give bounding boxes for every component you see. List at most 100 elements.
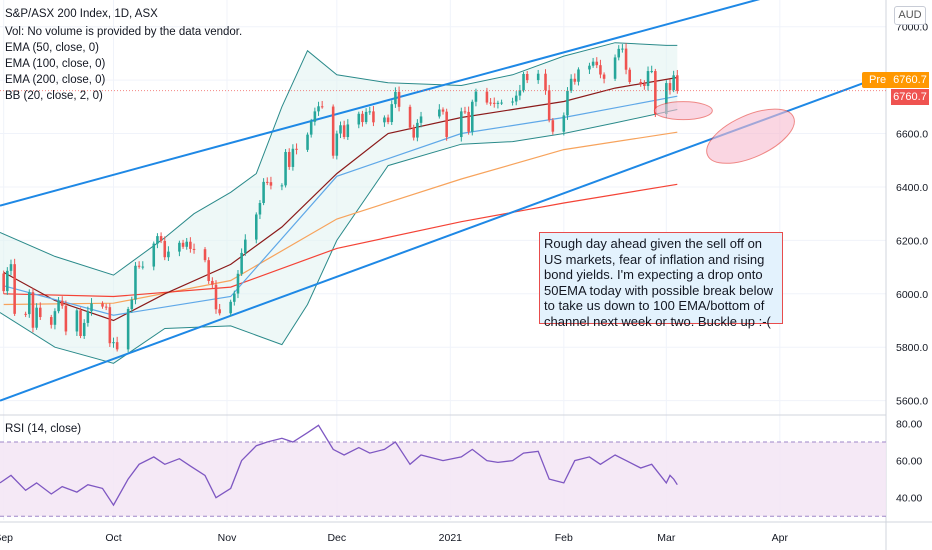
candle-body [467,111,470,132]
candle-body [654,71,657,115]
price-tick-label: 6600.0 [896,129,928,141]
rsi-panel [0,424,886,517]
candle-body [551,120,555,132]
price-tick-label: 5600.0 [896,396,928,408]
candle-body [240,252,243,274]
ema-line [3,183,678,298]
candle-body [262,181,265,203]
candle-body [214,284,218,310]
price-tick-label: 5800.0 [896,342,928,354]
candle-body [536,73,540,81]
candle-body [53,311,57,325]
legend-bb[interactable]: BB (20, close, 2, 0) [5,90,103,102]
time-tick-label: 2021 [439,532,463,544]
candle-body [613,57,617,79]
candle-body [357,113,361,125]
legend-ema-50[interactable]: EMA (50, close, 0) [5,42,99,54]
pre-price-tag: 6760.7 [891,72,929,88]
candle-body [511,101,514,103]
rsi-line [0,424,678,507]
candle-body [408,106,412,128]
candle-body [416,122,419,138]
candle-body [159,236,163,241]
candle-body [130,299,134,310]
candle-body [28,292,31,315]
ema-line [3,76,678,322]
candle-body [577,69,580,82]
candle-body [112,342,115,344]
candle-body [309,121,313,135]
legend-ema-200[interactable]: EMA (200, close, 0) [5,74,106,86]
candle-body [115,342,119,350]
candle-body [335,133,339,156]
ellipse-mark-50ema [653,101,713,121]
candle-body [342,125,346,138]
candle-body [229,301,232,314]
candle-body [639,81,642,84]
time-tick-label: Oct [105,532,121,544]
candle-body [544,73,547,91]
candle-body [383,117,386,123]
candle-body [471,101,474,132]
volume-note: Vol: No volume is provided by the data v… [5,26,243,38]
rsi-tick-label: 80.00 [896,418,922,430]
candle-body [236,273,240,294]
candle-body [643,83,646,87]
candle-body [668,83,672,91]
candle-body [134,265,137,300]
candle-body [518,90,522,96]
candle-body [525,73,529,81]
candle-body [492,102,496,104]
candle-body [394,91,397,105]
candle-body [24,313,27,315]
candle-body [566,90,569,116]
candle-body [628,69,632,82]
candle-body [346,124,350,138]
candle-body [460,111,463,138]
candle-body [192,248,196,250]
rsi-tick-label: 60.00 [896,456,922,468]
candle-body [313,111,317,122]
candle-body [167,251,170,258]
candle-body [650,71,653,73]
time-tick-label: Apr [772,532,789,544]
price-tick-label: 6200.0 [896,235,928,247]
ema-line [3,131,678,306]
candle-body [9,264,13,271]
candle-body [573,78,577,82]
candle-body [218,309,221,314]
candle-body [445,111,448,138]
drawn-marks [653,101,795,164]
candle-body [621,48,624,50]
candle-body [189,241,192,249]
time-tick-label: Feb [555,532,573,544]
legend-rsi[interactable]: RSI (14, close) [5,423,82,435]
ellipse-mark-channel [706,108,795,164]
annotation-note[interactable]: Rough day ahead given the sell off on US… [539,232,783,329]
legend-ema-100[interactable]: EMA (100, close, 0) [5,58,106,70]
candle-body [665,83,668,115]
bb-fill [0,42,678,364]
candle-body [496,102,500,104]
rsi-band [0,442,886,517]
price-axis[interactable]: 7000.06800.06600.06400.06200.06000.05800… [896,22,928,505]
time-tick-label: Sep [0,532,13,544]
candle-body [672,75,675,91]
candle-body [386,117,390,123]
currency-badge[interactable]: AUD [894,6,926,25]
candle-body [108,307,112,344]
candle-body [126,309,130,350]
time-axis[interactable]: Sep Oct Nov Dec 2021 Feb Mar Apr [0,532,788,544]
candle-body [522,73,525,91]
candle-body [368,111,372,113]
candle-body [57,300,60,312]
bollinger-bands [0,42,678,364]
candle-body [178,242,181,252]
candle-body [280,185,284,187]
candle-body [64,305,68,332]
candle-body [86,311,90,323]
candle-body [82,322,86,337]
candle-body [38,307,42,318]
candle-body [441,109,445,112]
